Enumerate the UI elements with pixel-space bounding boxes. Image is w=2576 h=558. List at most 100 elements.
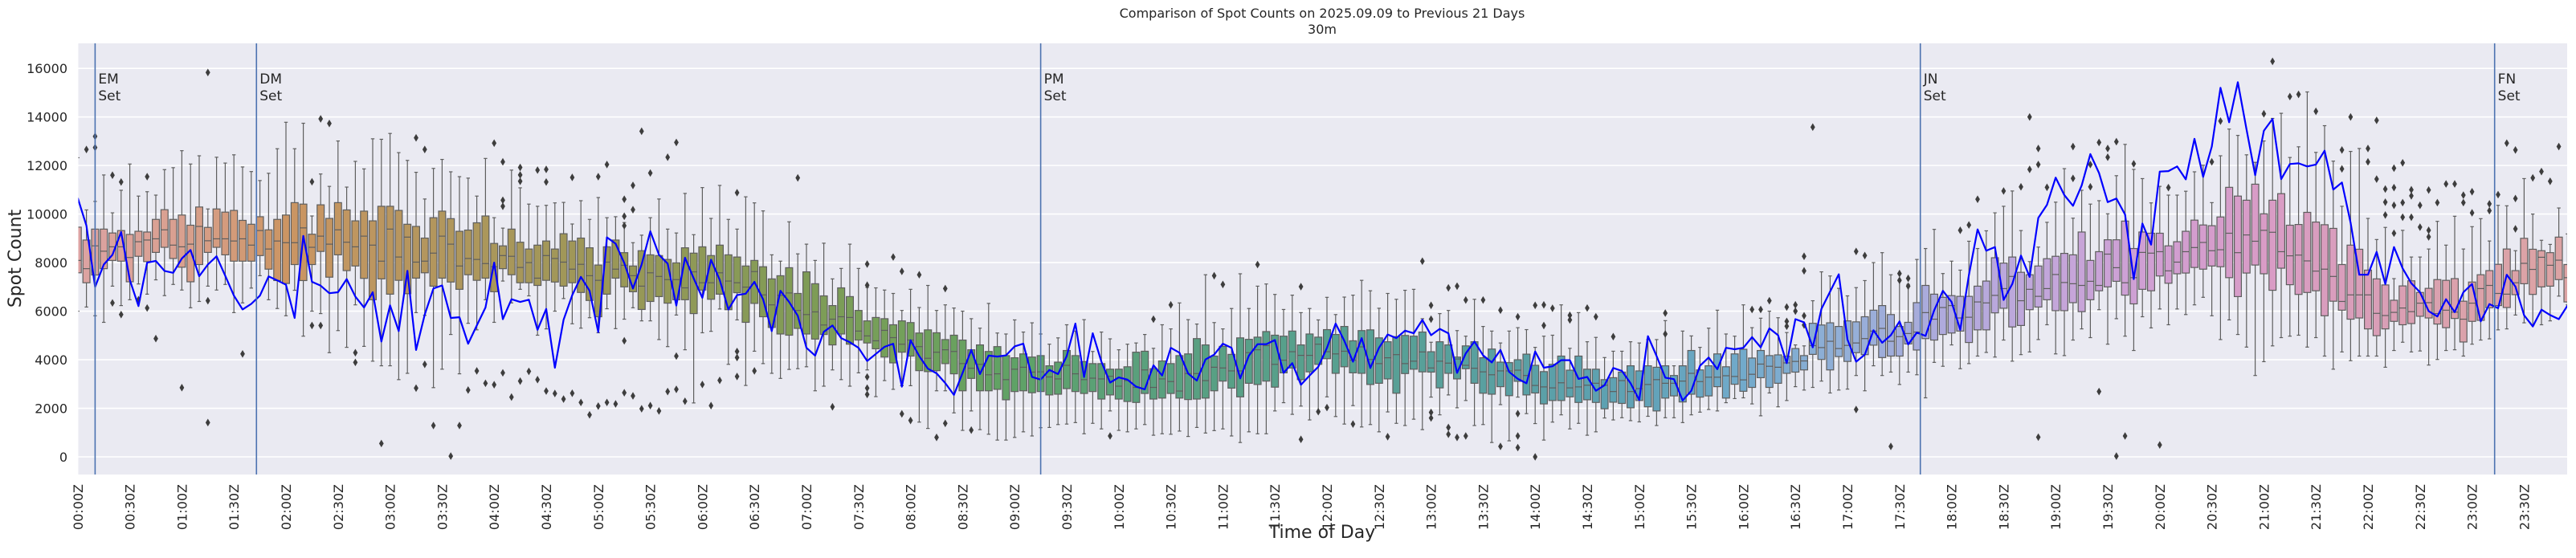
box — [2060, 168, 2069, 356]
outlier-point — [1298, 435, 1304, 444]
box — [2294, 90, 2303, 336]
box-iqr — [2294, 224, 2303, 295]
box — [2190, 171, 2199, 306]
outlier-point — [1766, 296, 1772, 305]
box-iqr — [2112, 239, 2121, 282]
box — [2086, 161, 2095, 339]
x-tick-label: 00:00Z — [71, 484, 86, 530]
outlier-point — [1211, 271, 1217, 280]
box — [2554, 142, 2563, 297]
box — [1427, 301, 1435, 422]
outlier-point — [179, 384, 185, 392]
outlier-point — [318, 321, 324, 330]
outlier-point — [1533, 301, 1538, 310]
box — [1851, 247, 1860, 413]
box-iqr — [1010, 357, 1019, 393]
outlier-point — [422, 360, 427, 369]
outlier-point — [517, 377, 523, 385]
outlier-point — [84, 145, 89, 153]
box — [481, 157, 490, 388]
outlier-point — [647, 169, 653, 177]
box-iqr — [221, 211, 230, 256]
box — [447, 171, 455, 460]
x-tick-label: 18:00Z — [1945, 484, 1960, 530]
outlier-point — [552, 389, 557, 397]
box-iqr — [2459, 300, 2468, 343]
outlier-point — [1567, 311, 1573, 320]
outlier-point — [2487, 200, 2492, 208]
box — [195, 155, 204, 303]
outlier-point — [1905, 274, 1911, 283]
box — [949, 308, 958, 413]
box-iqr — [1452, 356, 1461, 380]
y-axis-ticks: 0 2000 4000 6000 8000 10000 12000 14000 16000 — [27, 61, 67, 465]
outlier-point — [2469, 187, 2475, 196]
box — [507, 169, 516, 401]
box — [2545, 177, 2554, 322]
box — [351, 161, 360, 367]
box — [1539, 300, 1548, 441]
box-iqr — [2051, 255, 2060, 312]
box-iqr — [915, 332, 924, 372]
outlier-point — [830, 402, 835, 411]
outlier-point — [1515, 443, 1521, 452]
outlier-point — [595, 173, 601, 181]
outlier-point — [1585, 303, 1590, 312]
box-iqr — [585, 247, 594, 301]
box-iqr — [2433, 279, 2442, 325]
outlier-point — [969, 426, 974, 434]
x-tick-label: 22:00Z — [2361, 484, 2376, 530]
box — [1002, 333, 1010, 441]
box — [108, 171, 117, 308]
box — [637, 127, 646, 413]
outlier-point — [569, 389, 575, 397]
box-iqr — [1835, 326, 1843, 357]
box-iqr — [1748, 357, 1757, 389]
box — [1192, 323, 1201, 429]
box — [1244, 308, 1253, 433]
box — [733, 189, 741, 381]
box — [1921, 247, 1930, 399]
outlier-point — [1862, 251, 1868, 260]
box — [1296, 283, 1305, 444]
box-iqr — [1392, 336, 1401, 394]
box — [993, 332, 1002, 441]
box-iqr — [1184, 353, 1193, 401]
outlier-point — [2382, 211, 2388, 219]
box — [915, 271, 924, 423]
box-iqr — [2520, 238, 2529, 284]
outlier-point — [2035, 161, 2041, 169]
box-iqr — [2173, 241, 2182, 275]
outlier-point — [422, 145, 427, 153]
box — [837, 267, 846, 381]
x-tick-label: 02:30Z — [331, 484, 346, 530]
box-iqr — [733, 256, 741, 294]
outlier-point — [2452, 180, 2457, 188]
box — [2051, 202, 2060, 355]
x-tick-label: 09:30Z — [1059, 484, 1075, 530]
box-iqr — [116, 230, 125, 262]
box-iqr — [1374, 337, 1383, 384]
outlier-point — [1316, 407, 1321, 416]
box-iqr — [637, 250, 646, 311]
box — [230, 154, 239, 313]
box-iqr — [152, 218, 161, 253]
box — [455, 176, 463, 430]
box-iqr — [2390, 299, 2398, 322]
y-tick-label: 2000 — [35, 401, 67, 417]
outlier-point — [414, 133, 418, 142]
box-iqr — [1132, 352, 1141, 403]
box — [1305, 308, 1314, 421]
box — [2017, 182, 2026, 356]
box — [872, 287, 880, 397]
box — [325, 120, 334, 353]
box-iqr — [2164, 245, 2173, 284]
box-iqr — [239, 219, 247, 262]
box-iqr — [1470, 341, 1479, 384]
box-iqr — [810, 283, 819, 340]
outlier-point — [631, 392, 635, 400]
outlier-point — [483, 379, 488, 388]
box — [2277, 112, 2286, 339]
box — [100, 174, 108, 324]
chart-title: Comparison of Spot Counts on 2025.09.09 … — [1120, 6, 1525, 21]
